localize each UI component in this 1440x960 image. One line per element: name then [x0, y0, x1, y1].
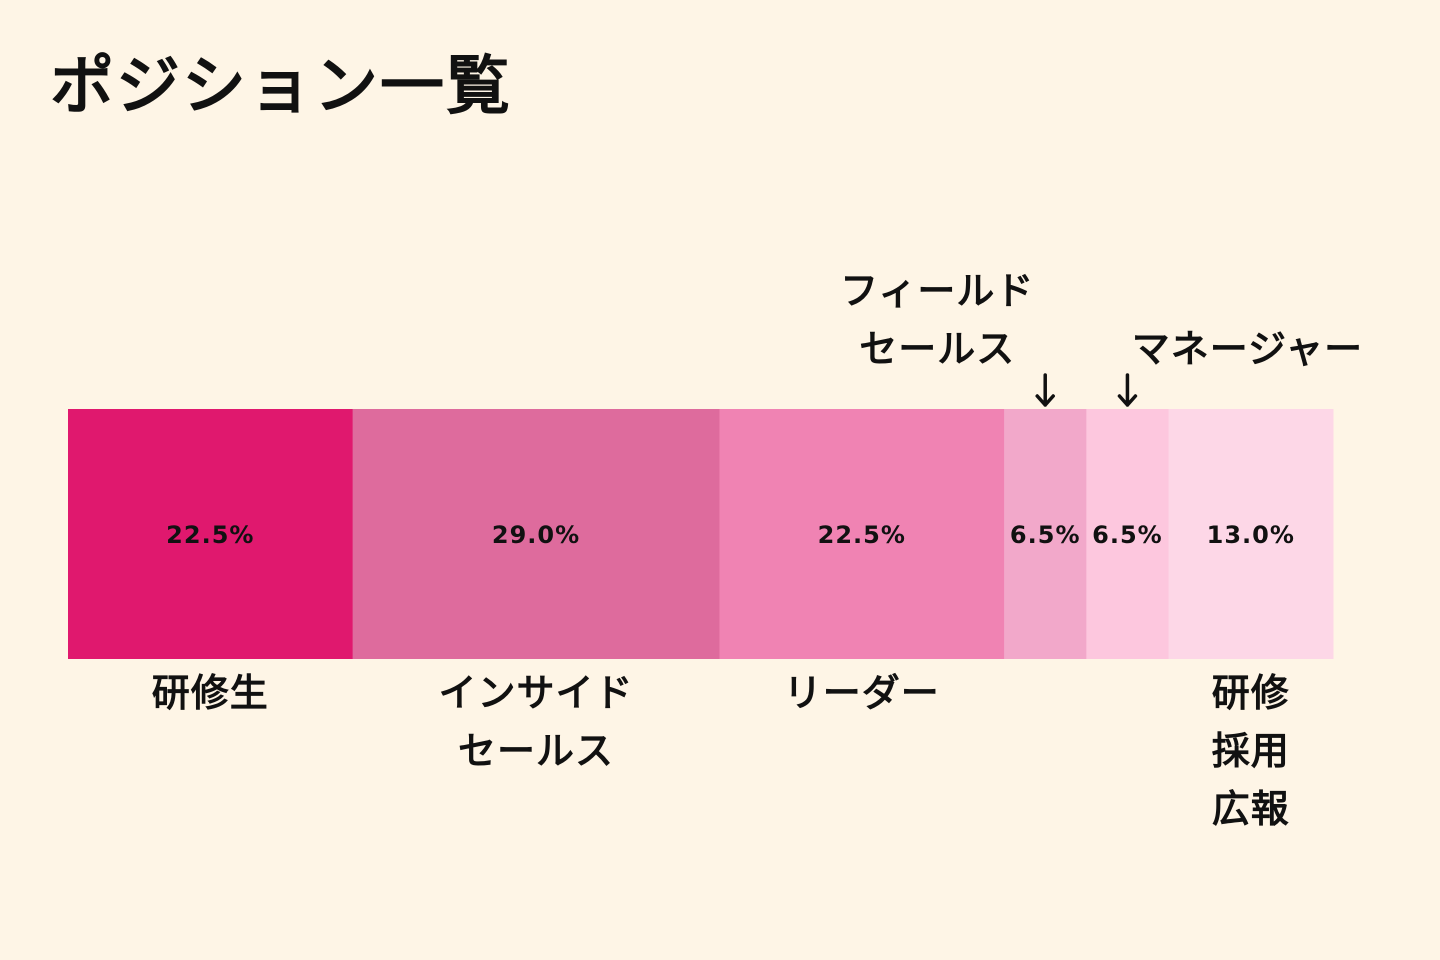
category-label-line: 採用 — [1212, 729, 1290, 773]
category-label-4: マネージャー — [1132, 327, 1363, 371]
category-label-line: リーダー — [784, 671, 940, 715]
category-label-line: セールス — [859, 327, 1015, 371]
value-label-1: 29.0% — [492, 521, 580, 549]
value-label-0: 22.5% — [166, 521, 254, 549]
category-label-line: フィールド — [840, 269, 1034, 313]
category-label-line: 研修 — [1212, 671, 1290, 715]
category-label-0: 研修生 — [152, 671, 269, 715]
value-label-3: 6.5% — [1010, 521, 1081, 549]
bar-segment-2 — [719, 409, 1005, 659]
chart-title: ポジション一覧 — [50, 50, 512, 124]
value-label-5: 13.0% — [1207, 521, 1295, 549]
bar-segment-1 — [352, 409, 720, 659]
bar-segment-0 — [68, 409, 354, 659]
category-label-1: インサイドセールス — [439, 671, 634, 773]
arrow-down-icon — [1117, 373, 1138, 407]
category-label-line: 広報 — [1212, 787, 1290, 831]
arrow-down-icon — [1035, 373, 1055, 407]
value-label-4: 6.5% — [1092, 521, 1163, 549]
value-label-2: 22.5% — [818, 521, 906, 549]
category-label-5: 研修採用広報 — [1212, 671, 1290, 831]
category-label-2: リーダー — [784, 671, 940, 715]
bar-segment-3 — [1004, 409, 1087, 659]
category-label-line: 研修生 — [152, 671, 269, 715]
category-label-line: インサイド — [439, 671, 634, 715]
bar-segment-4 — [1086, 409, 1170, 659]
bar-segment-5 — [1168, 409, 1334, 659]
category-label-3: フィールドセールス — [840, 269, 1034, 371]
category-label-line: セールス — [458, 729, 614, 773]
category-label-line: マネージャー — [1132, 327, 1363, 371]
